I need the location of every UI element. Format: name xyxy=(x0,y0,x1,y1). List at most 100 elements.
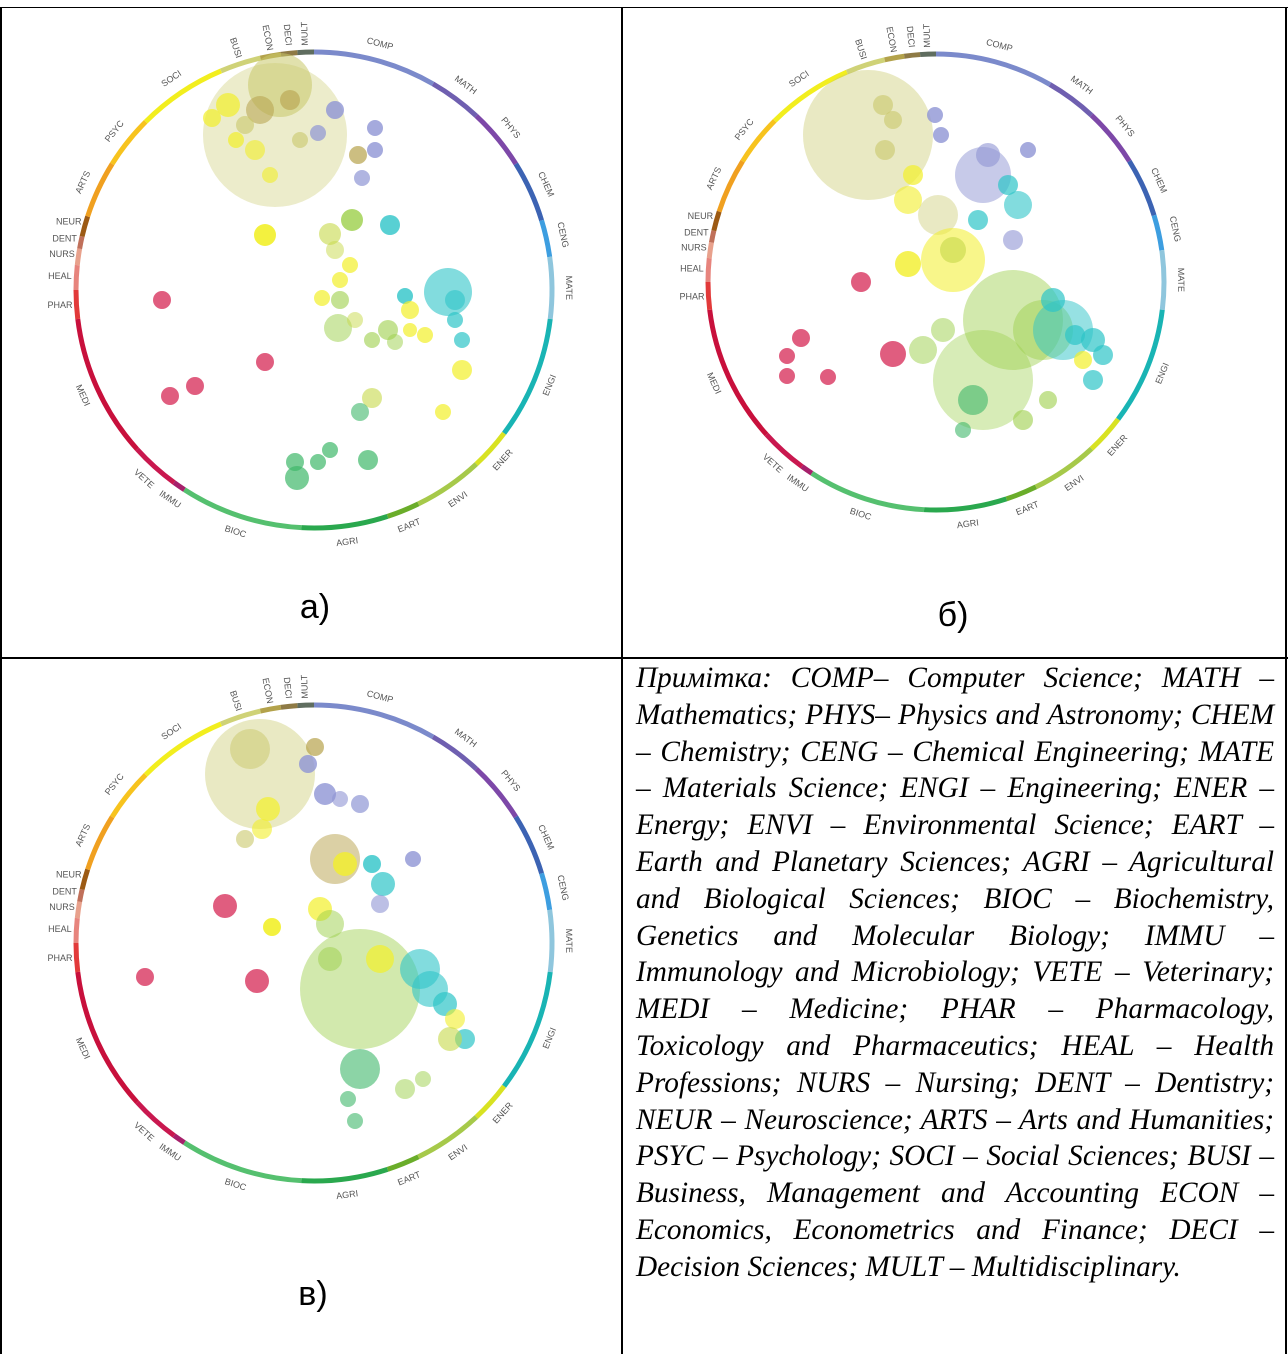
bubble xyxy=(161,387,179,405)
ring-segment-vete xyxy=(764,432,804,469)
chart-panel-c: MULT COMP MATH PHYS CHEM CENG MATE ENGI ENER ENVI… xyxy=(0,659,620,1354)
ring-segment-neur xyxy=(79,868,91,891)
caption-b: б) xyxy=(937,596,969,634)
ring-segment-deci xyxy=(280,703,298,710)
bubble xyxy=(851,272,871,292)
bubble xyxy=(933,330,1033,430)
ring-label-ener: ENER xyxy=(1105,432,1129,458)
ring-label-chem: CHEM xyxy=(536,823,556,851)
ring-label-arts: ARTS xyxy=(704,165,723,191)
bubble xyxy=(286,453,304,471)
chart-svg-a: MULT COMP MATH PHYS CHEM CENG MATE ENGI ENER ENVI… xyxy=(47,21,574,548)
ring-segment-mate xyxy=(547,909,555,973)
bubble xyxy=(367,120,383,136)
bubble xyxy=(340,1091,356,1107)
ring-segment-medi xyxy=(75,971,139,1104)
bubble xyxy=(424,268,472,316)
ring-label-immu: IMMU xyxy=(157,1141,182,1163)
ring-segment-mult xyxy=(297,702,315,709)
ring-segment-math xyxy=(431,81,479,118)
bubble xyxy=(894,186,922,214)
ring-segment-eart xyxy=(1005,484,1038,502)
ring-segment-envi xyxy=(1034,446,1094,490)
table-border-middle xyxy=(0,657,1288,659)
bubble xyxy=(918,195,958,235)
bubble xyxy=(228,132,244,148)
bubble xyxy=(256,353,274,371)
bubble xyxy=(236,116,254,134)
table-border-top xyxy=(0,7,1288,8)
ring-segment-econ xyxy=(884,53,905,63)
ring-label-heal: HEAL xyxy=(680,264,704,274)
bubble xyxy=(340,1049,380,1089)
ring-segment-math xyxy=(431,734,479,771)
ring-label-phys: PHYS xyxy=(1113,113,1136,138)
ring-label-immu: IMMU xyxy=(785,472,810,494)
ring-label-nurs: NURS xyxy=(49,902,75,912)
ring-label-busi: BUSI xyxy=(228,689,244,712)
bubble xyxy=(213,894,237,918)
bubble xyxy=(347,1113,363,1129)
bubble xyxy=(1065,325,1085,345)
bubble xyxy=(203,109,221,127)
bubble xyxy=(262,167,278,183)
ring-label-arts: ARTS xyxy=(73,822,92,848)
bubble xyxy=(203,63,347,207)
bubble xyxy=(940,237,966,263)
bubble xyxy=(186,377,204,395)
ring-label-agri: AGRI xyxy=(956,517,979,530)
bubble xyxy=(909,336,937,364)
ring-label-psyc: PSYC xyxy=(103,118,126,144)
ring-label-econ: ECON xyxy=(261,24,276,51)
bubble xyxy=(454,332,470,348)
ring-label-soci: SOCI xyxy=(787,68,811,89)
bubble xyxy=(447,312,463,328)
ring-segment-arts xyxy=(716,159,745,213)
ring-label-math: MATH xyxy=(1069,74,1095,97)
ring-label-soci: SOCI xyxy=(159,68,183,89)
ring-label-ener: ENER xyxy=(491,447,515,473)
ring-label-dent: DENT xyxy=(684,228,709,238)
ring-segment-ener xyxy=(474,431,507,466)
ring-label-ceng: CENG xyxy=(555,221,570,249)
bubble xyxy=(285,466,309,490)
bubble xyxy=(1083,370,1103,390)
bubble xyxy=(216,93,240,117)
bubble xyxy=(968,210,988,230)
bubble xyxy=(1004,191,1032,219)
bubble xyxy=(332,791,348,807)
bubble xyxy=(299,755,317,773)
bubble xyxy=(351,403,369,421)
ring-segment-chem xyxy=(1127,159,1157,217)
ring-label-chem: CHEM xyxy=(1149,166,1169,194)
caption-a: а) xyxy=(299,588,331,626)
ring-label-ceng: CENG xyxy=(1168,215,1183,243)
bubble xyxy=(153,291,171,309)
ring-label-ceng: CENG xyxy=(555,874,570,902)
bubble xyxy=(820,369,836,385)
ring-segment-mult xyxy=(919,51,937,58)
bubble xyxy=(958,385,988,415)
bubble xyxy=(1013,410,1033,430)
bubble xyxy=(371,872,395,896)
ring-segment-mate xyxy=(1159,249,1167,311)
bubble xyxy=(341,209,363,231)
bubble xyxy=(998,175,1018,195)
ring-label-agri: AGRI xyxy=(336,1188,359,1201)
ring-segment-agri xyxy=(923,496,1008,513)
bubble xyxy=(1039,391,1057,409)
ring-segment-bioc xyxy=(810,471,925,513)
ring-label-phar: PHAR xyxy=(679,291,705,301)
ring-segment-ceng xyxy=(1151,214,1165,251)
ring-segment-eart xyxy=(386,1154,420,1172)
bubble xyxy=(395,1079,415,1099)
ring-label-phar: PHAR xyxy=(47,953,73,963)
ring-segment-vete xyxy=(135,447,176,485)
bubble xyxy=(362,388,382,408)
bubble xyxy=(417,327,433,343)
ring-segment-ener xyxy=(474,1084,507,1119)
bubble xyxy=(363,855,381,873)
ring-segment-comp xyxy=(313,702,435,740)
abbreviation-note: Примітка: COMP– Computer Science; MATH –… xyxy=(636,662,1274,1283)
ring-segment-vete xyxy=(135,1100,176,1138)
